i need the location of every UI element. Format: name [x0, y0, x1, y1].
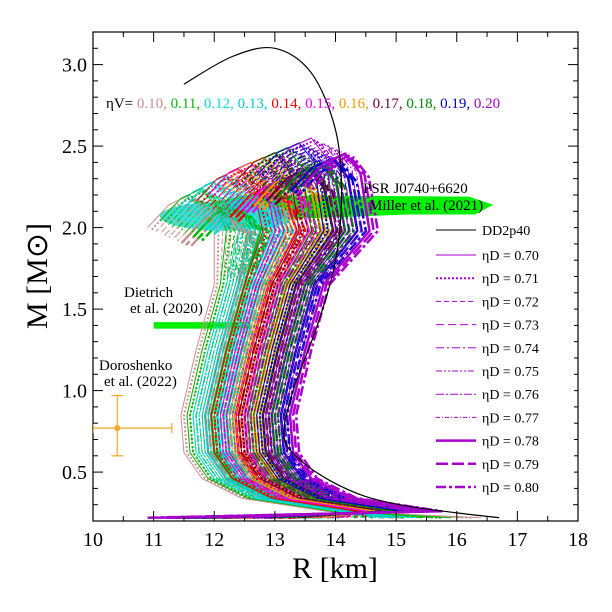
- mr-curve-etav-8-etad-0: [244, 147, 394, 519]
- eta-v-value: 0.16,: [339, 96, 369, 112]
- mr-curve-etav-7-etad-5: [250, 161, 400, 519]
- mr-curve-etav-8-etad-4: [242, 155, 406, 519]
- mr-curve-etav-5-etad-0: [207, 161, 367, 519]
- x-tick-label: 17: [507, 529, 527, 551]
- mr-curve-etav-7-etad-4: [249, 159, 397, 519]
- mr-curve-etav-10-etad-2: [225, 141, 418, 519]
- x-axis-title: R [km]: [292, 552, 378, 585]
- y-tick-label: 2.0: [62, 218, 87, 240]
- legend-label-eta-d: ηD = 0.76: [482, 388, 539, 403]
- y-tick-label: 1.5: [62, 299, 87, 321]
- dietrich-annotation-line1: Dietrich: [124, 285, 174, 301]
- mr-curve-etav-10-etad-4: [205, 145, 424, 519]
- mr-curve-etav-10-etad-0: [244, 137, 412, 519]
- mr-curve-etav-10-etad-8: [166, 152, 437, 519]
- mr-curve-etav-10-etad-7: [176, 151, 433, 519]
- doroshenko-point: [114, 425, 121, 432]
- mr-curve-etav-10-etad-3: [215, 143, 421, 519]
- ticks-layer: 10 11 12 13 14 15 16 17 18 0.5 1.0 1.5 2.0 2.5 3.0: [62, 32, 588, 551]
- legend-label-eta-d: ηD = 0.72: [482, 295, 539, 310]
- data-layer: [93, 46, 500, 519]
- mr-curve-etav-9-etad-0: [256, 142, 403, 519]
- eta-v-value: 0.19,: [440, 96, 470, 112]
- eta-v-value: 0.11,: [171, 96, 200, 112]
- mr-curve-etav-4-etad-1: [199, 169, 361, 519]
- y-tick-label: 3.0: [62, 55, 87, 77]
- legend-label-dd2p40: DD2p40: [482, 224, 530, 239]
- eta-v-prefix: ηV=: [106, 96, 133, 112]
- mr-curve-etav-8-etad-2: [252, 151, 400, 519]
- x-tick-label: 12: [204, 529, 224, 551]
- y-tick-label: 1.0: [62, 381, 87, 403]
- legend-label-eta-d: ηD = 0.71: [482, 272, 539, 287]
- legend-label-eta-d: ηD = 0.79: [482, 458, 539, 473]
- legend-eta-d-items: ηD = 0.70 ηD = 0.71 ηD = 0.72 ηD = 0.73 ηD =…: [436, 249, 539, 496]
- legend-label-eta-d: ηD = 0.75: [482, 365, 539, 380]
- dietrich-annotation-line2: et al. (2020): [130, 301, 203, 317]
- mr-curve-etav-9-etad-2: [243, 146, 409, 519]
- y-tick-label: 2.5: [62, 136, 87, 158]
- mr-curve-etav-6-etad-0: [219, 157, 376, 519]
- mr-curve-etav-9-etad-3: [233, 148, 412, 519]
- mr-curve-etav-10-etad-10: [147, 156, 443, 519]
- doroshenko-annotation-line1: Doroshenko: [99, 358, 172, 374]
- mr-curve-etav-7-etad-2: [240, 156, 391, 519]
- y-axis-title: M [M⊙]: [21, 223, 54, 329]
- eta-v-value: 0.20: [474, 96, 500, 112]
- eta-v-value: 0.10,: [137, 96, 167, 112]
- legend-label-eta-d: ηD = 0.73: [482, 319, 539, 334]
- mr-curve-etav-6-etad-2: [228, 160, 382, 519]
- mr-curve-etav-0-etad-1: [151, 196, 472, 519]
- eta-v-value: 0.15,: [305, 96, 335, 112]
- doroshenko-annotation-line2: et al. (2022): [104, 374, 177, 390]
- x-tick-label: 10: [83, 529, 103, 551]
- eta-v-label-row: ηV= 0.10, 0.11, 0.12, 0.13, 0.14, 0.15, …: [106, 96, 500, 112]
- y-tick-label: 0.5: [62, 462, 87, 484]
- mr-curve-etav-8-etad-3: [251, 153, 403, 519]
- dark-matter-curves: [147, 137, 482, 519]
- dietrich-constraint-band: [153, 322, 251, 329]
- legend-background: [428, 220, 574, 502]
- mr-curve-etav-6-etad-10: [226, 175, 407, 519]
- x-tick-label: 15: [386, 529, 406, 551]
- eta-v-value: 0.12,: [204, 96, 234, 112]
- eta-v-value: 0.18,: [406, 96, 436, 112]
- psr-ref-annotation: Miller et al. (2021): [369, 198, 483, 214]
- psr-title-annotation: PSR J0740+6620: [363, 181, 468, 197]
- dd2p40-curve: [183, 46, 500, 519]
- eta-v-value: 0.13,: [238, 96, 268, 112]
- legend-label-eta-d: ηD = 0.80: [482, 481, 539, 496]
- mr-curve-etav-10-etad-5: [196, 147, 427, 519]
- mr-curve-etav-8-etad-1: [248, 148, 398, 519]
- mr-curve-etav-5-etad-2: [216, 165, 373, 519]
- legend-label-eta-d: ηD = 0.78: [482, 435, 539, 450]
- x-tick-label: 13: [265, 529, 285, 551]
- mr-curve-etav-3-etad-2: [192, 178, 371, 519]
- mr-curve-etav-4-etad-0: [195, 168, 367, 519]
- mr-curve-etav-7-etad-0: [232, 152, 385, 519]
- mr-curve-etav-2-etad-1: [175, 182, 405, 519]
- eta-v-value: 0.14,: [271, 96, 301, 112]
- mr-curve-etav-9-etad-7: [194, 156, 424, 519]
- mr-curve-etav-4-etad-2: [204, 172, 364, 519]
- x-tick-label: 18: [568, 529, 588, 551]
- mr-curve-etav-10-etad-1: [234, 138, 416, 519]
- legend-label-eta-d: ηD = 0.70: [482, 249, 539, 264]
- mr-curve-etav-10-etad-6: [186, 149, 430, 519]
- legend-label-eta-d: ηD = 0.77: [482, 411, 539, 426]
- legend-label-eta-d: ηD = 0.74: [482, 342, 539, 357]
- eta-v-value: 0.17,: [373, 96, 403, 112]
- x-tick-label: 16: [447, 529, 467, 551]
- x-tick-label: 11: [144, 529, 163, 551]
- x-tick-label: 14: [326, 529, 346, 551]
